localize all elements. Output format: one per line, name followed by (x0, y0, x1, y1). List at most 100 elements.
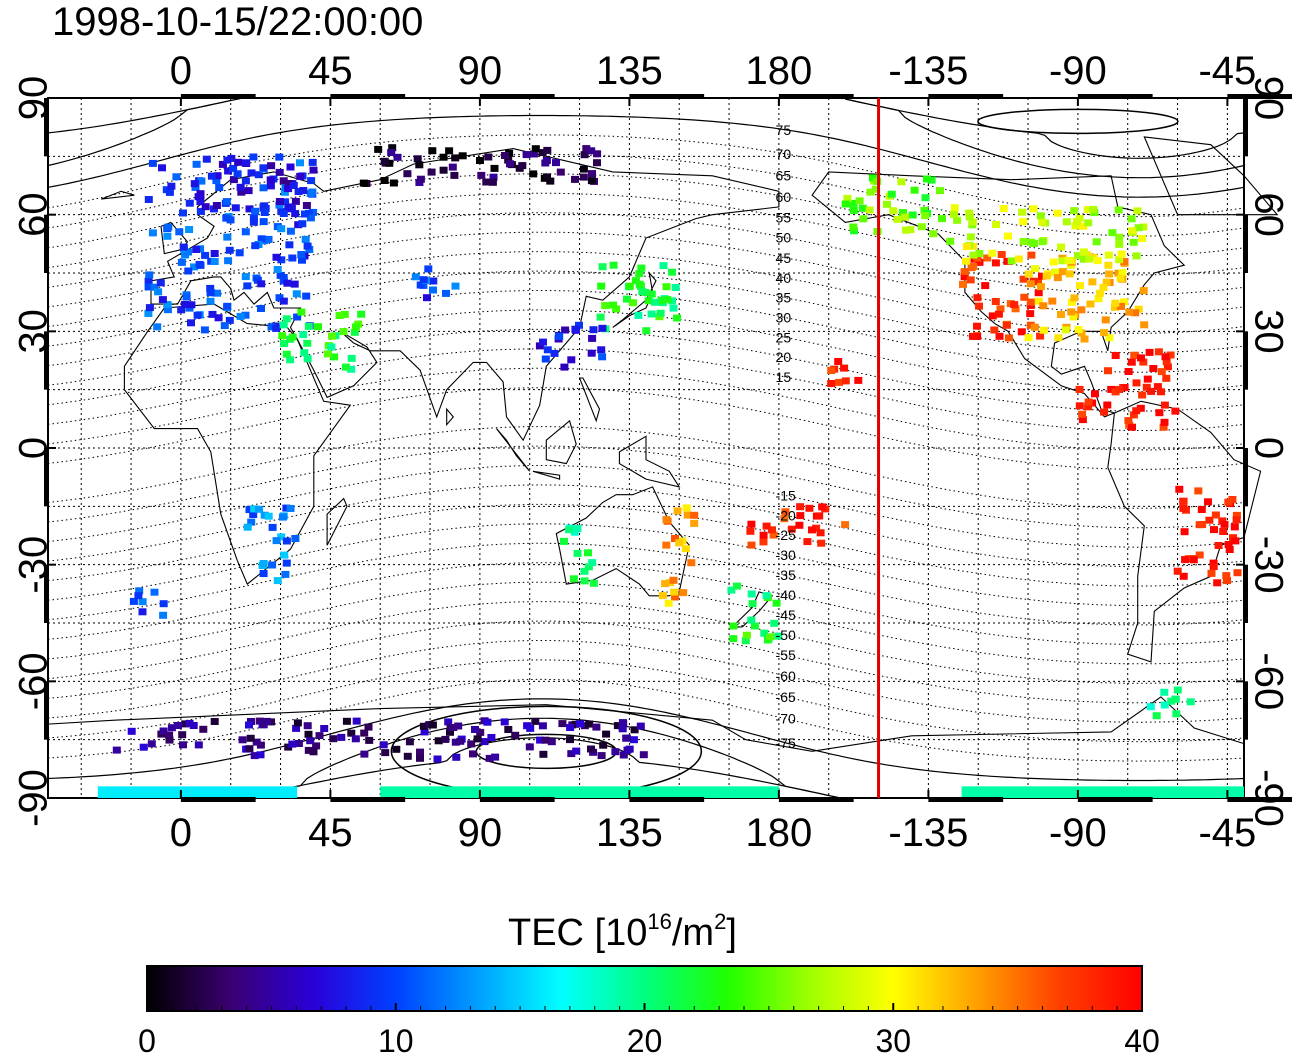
tec-point (179, 209, 187, 217)
tec-point (272, 537, 281, 545)
tec-point (405, 738, 414, 746)
tec-point (280, 188, 289, 196)
tec-point (1004, 232, 1012, 240)
tec-point (1026, 310, 1035, 318)
tec-point (177, 258, 186, 266)
tec-point (259, 570, 268, 577)
tec-point (144, 310, 153, 317)
tec-point (303, 355, 312, 363)
tec-point (917, 223, 926, 231)
tec-point (1173, 567, 1182, 575)
tec-point (488, 178, 497, 186)
tec-point (389, 179, 398, 187)
tec-point (244, 187, 253, 195)
tec-point (988, 312, 997, 320)
tec-point (682, 504, 691, 512)
tec-point (629, 299, 637, 307)
tec-point (770, 619, 779, 627)
tec-point (539, 338, 547, 346)
tec-point (635, 280, 644, 288)
tec-point (296, 172, 305, 180)
tec-point (167, 724, 176, 732)
tec-point (279, 210, 288, 217)
tec-point (236, 183, 245, 191)
magnetic-latitude-label: -15 (776, 488, 796, 504)
tec-point (1207, 569, 1216, 577)
tec-point (200, 326, 209, 334)
tec-point (206, 288, 215, 296)
tec-point (1180, 528, 1189, 536)
tec-point (482, 178, 491, 186)
tec-point (1167, 697, 1176, 705)
tec-point (1019, 238, 1028, 245)
tec-point (609, 301, 617, 309)
bottom-longitude-axis: 0 45 90 135 180 -135 -90 -45 (170, 790, 1292, 855)
tec-point (150, 283, 159, 291)
tec-point (506, 160, 514, 168)
tec-point (541, 736, 550, 744)
tec-point (290, 280, 299, 288)
tec-point (416, 748, 424, 756)
tec-point (351, 323, 360, 331)
tec-point (733, 582, 742, 590)
tec-point (571, 720, 580, 728)
tec-point (969, 251, 978, 259)
tec-point (959, 280, 967, 288)
top-tick-label: 45 (308, 49, 353, 93)
tec-point (531, 717, 540, 725)
tec-point (561, 326, 570, 334)
magnetic-contour (47, 698, 1245, 782)
tec-point (454, 722, 463, 730)
tec-point (741, 637, 750, 645)
tec-point (392, 745, 401, 753)
tec-point (1017, 328, 1026, 336)
tec-point (1027, 238, 1036, 246)
tec-point (256, 751, 265, 759)
magnetic-latitude-label: -65 (776, 689, 796, 705)
tec-point (477, 171, 486, 179)
tec-point (636, 722, 645, 730)
tec-point (379, 741, 388, 749)
tec-point (255, 505, 264, 513)
tec-point (195, 260, 204, 268)
tec-point (181, 720, 190, 728)
tec-point (483, 718, 492, 726)
tec-point (490, 164, 499, 172)
top-longitude-axis: 0 45 90 135 180 -135 -90 -45 (170, 49, 1292, 106)
tec-point (225, 246, 234, 254)
tec-point (662, 541, 671, 549)
tec-point (192, 246, 201, 253)
magnetic-latitude-label: 60 (776, 189, 792, 205)
tec-point (662, 283, 671, 291)
tec-point (805, 504, 814, 512)
tec-point (1117, 250, 1126, 258)
tec-point (543, 173, 551, 181)
tec-point (420, 728, 429, 736)
tec-point (589, 579, 598, 587)
tec-point (999, 205, 1008, 212)
tec-point (687, 559, 696, 567)
tec-point (1007, 257, 1016, 265)
tec-point (910, 186, 919, 194)
tec-point (357, 310, 366, 318)
tec-point (380, 157, 389, 165)
tec-point (866, 188, 875, 196)
tec-point (902, 226, 910, 234)
tec-point (273, 266, 282, 273)
coastline (123, 303, 352, 585)
tec-point (1107, 385, 1116, 393)
top-axis-segment (928, 94, 1004, 99)
tec-point (444, 718, 453, 726)
tec-point (1160, 701, 1169, 709)
tec-point (246, 734, 255, 742)
tec-point (772, 599, 781, 607)
tec-point (1131, 309, 1140, 317)
tec-point (153, 323, 162, 331)
tec-point (259, 721, 268, 729)
tec-point (1157, 388, 1165, 396)
tec-point (129, 597, 138, 605)
colorbar-tick-label: 0 (138, 1023, 156, 1057)
tec-point (278, 332, 287, 340)
tec-point (525, 743, 534, 751)
tec-point (893, 215, 902, 223)
